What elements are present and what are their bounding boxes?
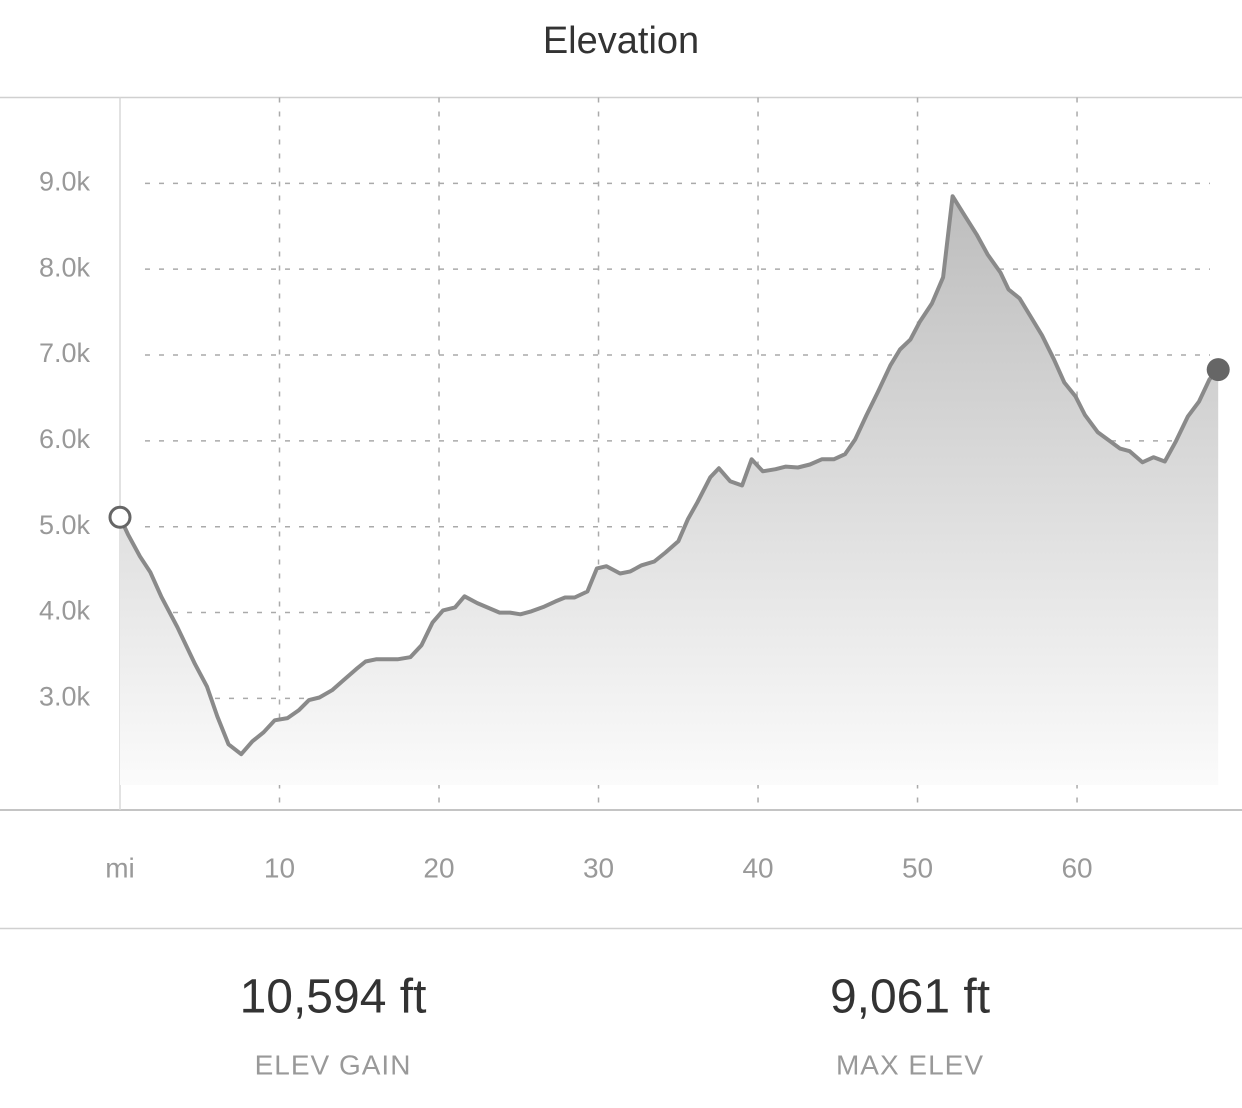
chart-title: Elevation [543, 20, 699, 62]
x-tick-label: 10 [264, 852, 295, 883]
line [118, 194, 1220, 757]
x-tick-label: 60 [1061, 852, 1092, 883]
end-marker [1206, 358, 1230, 382]
stat-value: 10,594 ft [240, 971, 427, 1024]
stat-label: MAX ELEV [836, 1049, 984, 1080]
y-tick-label: 4.0k [39, 596, 91, 626]
start-marker [108, 505, 132, 529]
y-tick-label: 8.0k [39, 252, 91, 282]
stat-label: ELEV GAIN [255, 1049, 412, 1080]
area [120, 196, 1219, 785]
x-tick-label: 50 [902, 852, 933, 883]
y-tick-label: 6.0k [39, 424, 91, 454]
y-tick-label: 7.0k [39, 338, 91, 368]
stats: 10,594 ft ELEV GAIN 9,061 ft MAX ELEV [240, 971, 990, 1081]
x-tick-label: 20 [423, 852, 454, 883]
y-tick-label: 3.0k [39, 682, 91, 712]
x-tick-label: 40 [742, 852, 773, 883]
y-tick-label: 9.0k [39, 166, 91, 196]
y-tick-label: 5.0k [39, 510, 91, 540]
x-tick-label: 30 [583, 852, 614, 883]
plot [108, 194, 1230, 785]
x-tick-label: mi [105, 852, 135, 883]
stat-value: 9,061 ft [830, 971, 990, 1024]
